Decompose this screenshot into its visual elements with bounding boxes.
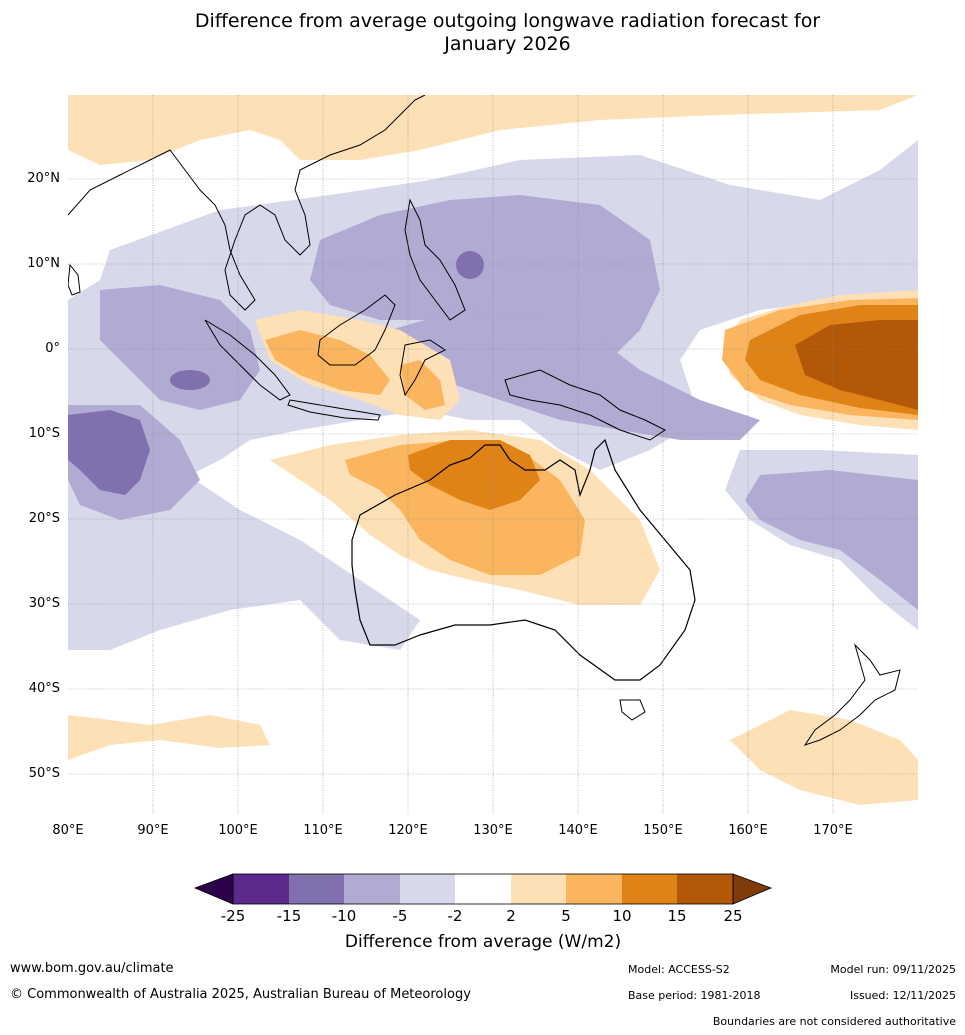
- anomaly-region-medium-orange-sulawesi: [400, 360, 445, 410]
- coastline-new-zealand: [803, 643, 901, 746]
- colorbar-tick-label: -2: [447, 907, 463, 925]
- anomaly-region-medium-purple-north: [310, 195, 660, 360]
- coastline-philippines: [404, 198, 466, 321]
- anomaly-region-darkest-orange-pacific: [795, 320, 918, 410]
- lat-label-50s: 50°S: [28, 766, 60, 781]
- lat-label-10n: 10°N: [27, 256, 60, 271]
- colorbar-tick-label: 2: [506, 907, 516, 925]
- anomaly-region-medium-purple-indian: [100, 285, 260, 410]
- anomaly-region-light-orange-southwest: [68, 715, 270, 760]
- lon-label-90e: 90°E: [137, 823, 169, 838]
- colorbar-tick-label: 10: [612, 907, 632, 925]
- lon-label-80e: 80°E: [52, 823, 84, 838]
- coastline-java: [287, 399, 381, 421]
- coastline-sulawesi: [399, 339, 446, 397]
- issued-text: Issued: 12/11/2025: [849, 989, 956, 1002]
- lon-label-140e: 140°E: [558, 823, 598, 838]
- lon-label-110e: 110°E: [303, 823, 343, 838]
- colorbar-tick-label: 25: [723, 907, 743, 925]
- colorbar-tick-label: 15: [667, 907, 687, 925]
- coastline-sri-lanka: [68, 263, 81, 296]
- gridlines: [68, 95, 918, 815]
- lon-label-100e: 100°E: [218, 823, 258, 838]
- anomaly-region-dark-orange-australia: [408, 440, 540, 510]
- anomaly-region-dark-purple-small: [170, 370, 210, 390]
- lon-label-130e: 130°E: [473, 823, 513, 838]
- lon-label-150e: 150°E: [643, 823, 683, 838]
- model-run-text: Model run: 09/11/2025: [830, 963, 956, 976]
- anomaly-region-medium-purple-maritime: [390, 310, 760, 440]
- coastline-tasmania: [619, 699, 646, 721]
- colorbar-tick-label: -15: [276, 907, 302, 925]
- disclaimer-text: Boundaries are not considered authoritat…: [712, 1015, 956, 1028]
- lon-label-160e: 160°E: [728, 823, 768, 838]
- website-link[interactable]: www.bom.gov.au/climate: [10, 961, 174, 976]
- chart-title: Difference from average outgoing longwav…: [0, 10, 965, 56]
- lat-label-20s: 20°S: [28, 511, 60, 526]
- anomaly-region-dark-purple-philippines: [456, 251, 484, 279]
- title-line-2: January 2026: [444, 33, 571, 55]
- coastline-borneo: [317, 294, 396, 366]
- copyright-text: © Commonwealth of Australia 2025, Austra…: [10, 987, 471, 1002]
- lon-label-170e: 170°E: [813, 823, 853, 838]
- lat-label-0: 0°: [45, 341, 60, 356]
- lat-label-20n: 20°N: [27, 171, 60, 186]
- lat-label-40s: 40°S: [28, 681, 60, 696]
- colorbar-tick-label: -10: [331, 907, 357, 925]
- colorbar-tick-label: -25: [220, 907, 246, 925]
- colorbar-tick-label: 5: [561, 907, 571, 925]
- title-line-1: Difference from average outgoing longwav…: [194, 10, 821, 32]
- colorbar-tick-label: -5: [392, 907, 408, 925]
- base-period-text: Base period: 1981-2018: [628, 989, 761, 1002]
- anomaly-region-medium-purple-east: [745, 470, 918, 610]
- coastline-new-guinea: [504, 369, 666, 441]
- colorbar-label: Difference from average (W/m2): [344, 932, 622, 952]
- anomaly-region-light-orange-south: [730, 710, 918, 805]
- lat-label-10s: 10°S: [28, 426, 60, 441]
- anomaly-region-dark-purple-west: [68, 410, 150, 495]
- model-text: Model: ACCESS-S2: [628, 963, 730, 976]
- coastline-asia-mainland: [68, 95, 426, 311]
- coastline-sumatra: [204, 319, 291, 401]
- lat-label-30s: 30°S: [28, 596, 60, 611]
- lon-label-120e: 120°E: [388, 823, 428, 838]
- coastline-australia: [351, 438, 696, 681]
